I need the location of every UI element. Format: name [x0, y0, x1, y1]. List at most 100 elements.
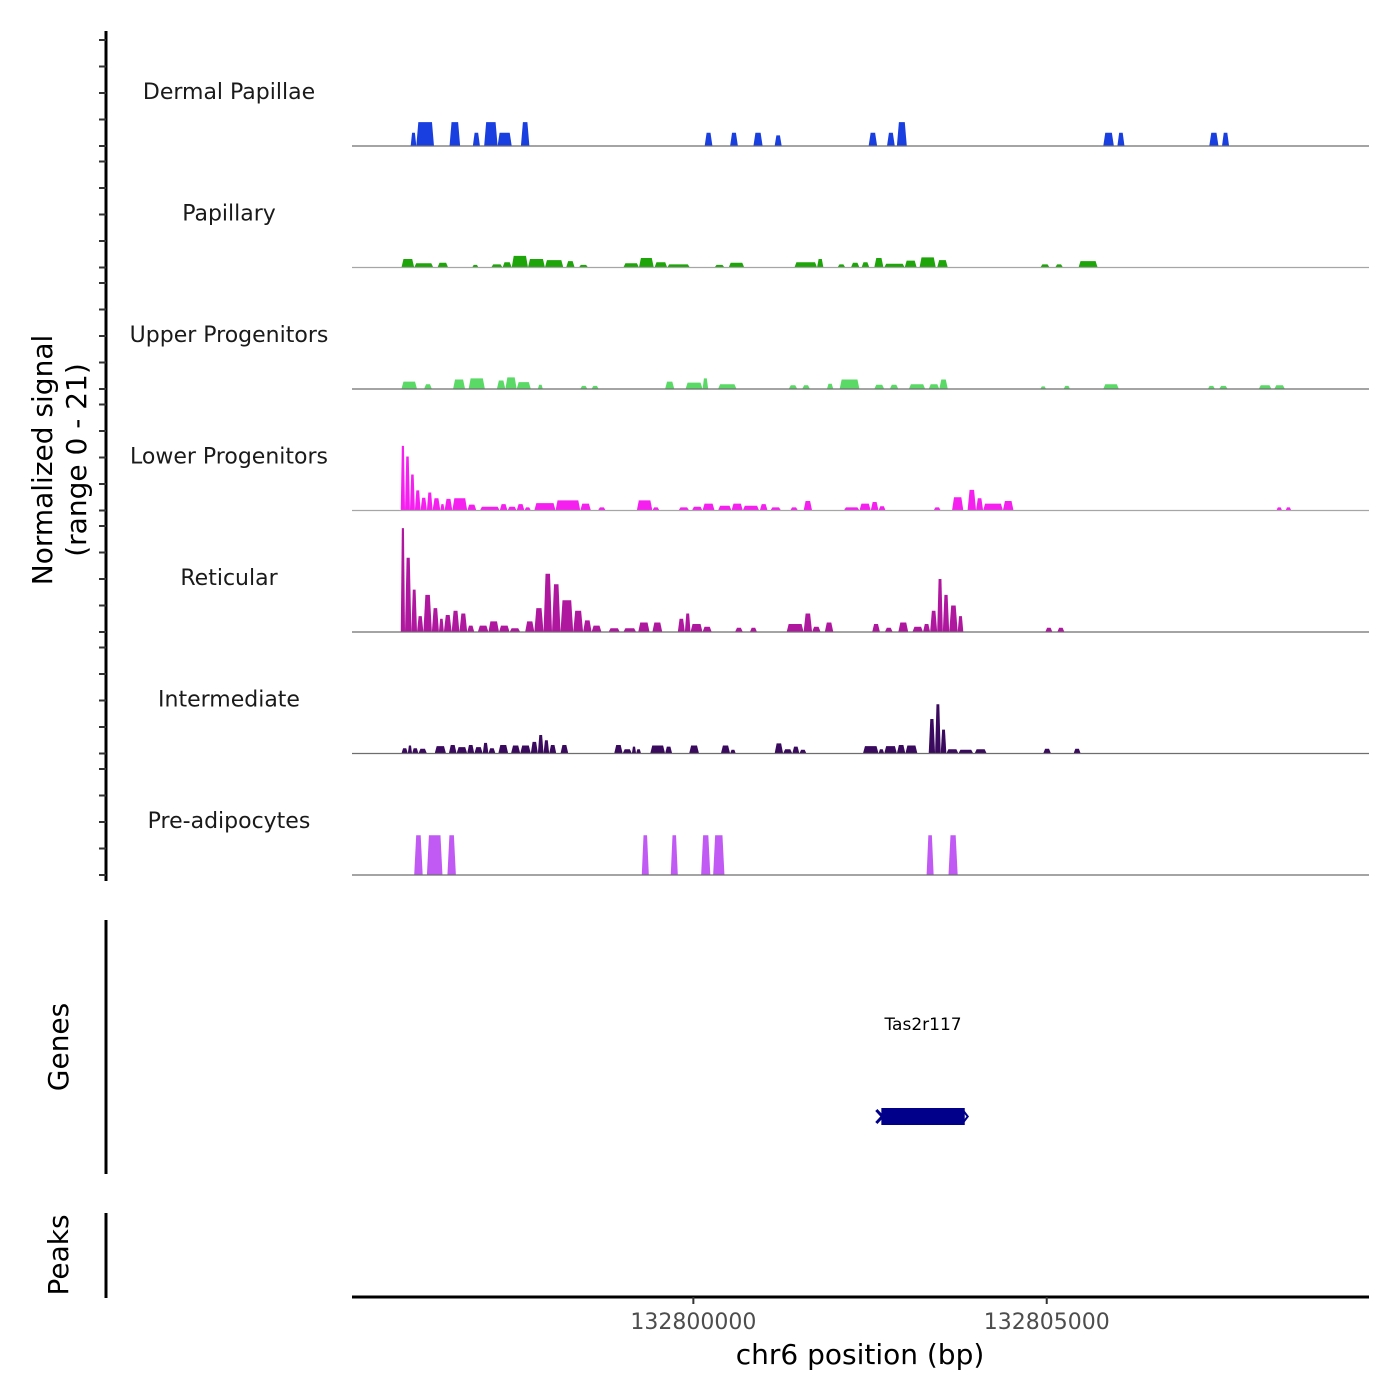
- signal-segment: [759, 504, 768, 511]
- signal-segment: [449, 122, 461, 146]
- signal-segment: [516, 382, 531, 389]
- gene-body: [881, 1108, 965, 1125]
- signal-segment: [434, 746, 446, 754]
- signal-segment: [1103, 384, 1119, 389]
- signal-segment: [690, 624, 703, 632]
- signal-segment: [444, 498, 453, 511]
- signal-segment: [511, 255, 528, 268]
- signal-segment: [414, 835, 423, 875]
- track-intermediate: Intermediate: [158, 688, 1369, 755]
- signal-segment: [803, 500, 813, 511]
- track-label: Pre-adipocytes: [148, 809, 311, 834]
- signal-segment: [878, 749, 885, 754]
- track-reticular: Reticular: [180, 528, 1369, 633]
- signal-segment: [409, 474, 415, 511]
- signal-segment: [507, 506, 517, 511]
- x-axis-title: chr6 position (bp): [736, 1338, 985, 1371]
- signal-segment: [555, 500, 581, 511]
- signal-segment: [870, 502, 879, 511]
- signal-segment: [484, 122, 498, 146]
- signal-segment: [1055, 264, 1063, 268]
- signal-segment: [622, 749, 632, 754]
- signal-segment: [498, 745, 509, 754]
- signal-segment: [884, 627, 893, 632]
- signal-segment: [459, 613, 468, 632]
- signal-segment: [511, 745, 521, 754]
- x-tick-label: 132805000: [984, 1310, 1110, 1335]
- signal-segment: [799, 749, 807, 754]
- signal-segment: [440, 504, 445, 511]
- signal-segment: [472, 132, 480, 146]
- signal-segment: [566, 261, 575, 268]
- signal-segment: [412, 748, 419, 754]
- signal-segment: [525, 621, 535, 632]
- signal-segment: [443, 615, 452, 632]
- signal-segment: [904, 260, 917, 268]
- signal-segment: [839, 379, 860, 389]
- signal-segment: [803, 613, 813, 632]
- signal-segment: [930, 610, 938, 632]
- signal-segment: [667, 264, 690, 268]
- signal-segment: [405, 557, 412, 632]
- signal-segment: [714, 264, 725, 268]
- signal-segment: [788, 385, 798, 389]
- signal-segment: [1276, 507, 1283, 511]
- signal-segment: [713, 835, 725, 875]
- signal-segment: [749, 627, 757, 632]
- signal-segment: [549, 745, 557, 754]
- signal-segment: [949, 605, 958, 632]
- signal-segment: [884, 746, 897, 754]
- signal-segment: [702, 503, 715, 511]
- signal-segment: [426, 492, 433, 511]
- signal-segment: [623, 263, 639, 268]
- signal-segment: [636, 749, 642, 754]
- signal-segment: [641, 835, 649, 875]
- signal-segment: [497, 132, 512, 146]
- signal-segment: [702, 378, 709, 389]
- signal-segment: [792, 746, 800, 754]
- signal-segment: [1043, 748, 1051, 754]
- signal-segment: [638, 257, 654, 268]
- signal-segment: [874, 257, 884, 268]
- signal-segment: [614, 745, 623, 754]
- signal-segment: [728, 262, 745, 268]
- signal-segment: [418, 748, 427, 754]
- signal-segment: [720, 745, 731, 754]
- signal-segment: [794, 262, 818, 268]
- signal-segment: [718, 384, 737, 389]
- x-axis-ticks: 132800000 132805000: [630, 1297, 1110, 1335]
- signal-segment: [543, 740, 550, 754]
- signal-segment: [774, 135, 782, 146]
- signal-segment: [451, 610, 460, 632]
- signal-segment: [499, 504, 508, 511]
- signal-segment: [1057, 627, 1065, 632]
- signal-segment: [438, 618, 444, 632]
- signal-segment: [718, 505, 732, 511]
- signal-segment: [824, 622, 834, 632]
- signal-segment: [868, 132, 878, 146]
- signal-segment: [878, 506, 886, 511]
- signal-segment: [735, 627, 743, 632]
- strand-arrow-icon: [875, 1108, 885, 1125]
- y-axis-title-line-2: (range 0 - 21): [60, 363, 93, 557]
- signal-segment: [401, 748, 408, 754]
- signal-segment: [1063, 385, 1071, 389]
- signal-segment: [1045, 627, 1053, 632]
- signal-segment: [447, 835, 456, 875]
- signal-segment: [479, 506, 500, 511]
- signal-segment: [537, 734, 544, 754]
- signal-segment: [400, 445, 406, 511]
- track-label: Upper Progenitors: [130, 323, 329, 348]
- signal-segment: [417, 616, 424, 632]
- signal-segment: [488, 748, 496, 754]
- signal-segment: [560, 745, 569, 754]
- signal-segment: [591, 625, 602, 632]
- signal-segment: [448, 745, 457, 754]
- gene-label: Tas2r117: [883, 1015, 961, 1035]
- signal-segment: [477, 625, 489, 632]
- signal-segment: [826, 383, 834, 389]
- signal-segment: [731, 503, 743, 511]
- signal-segment: [1221, 132, 1230, 146]
- signal-segment: [468, 378, 485, 389]
